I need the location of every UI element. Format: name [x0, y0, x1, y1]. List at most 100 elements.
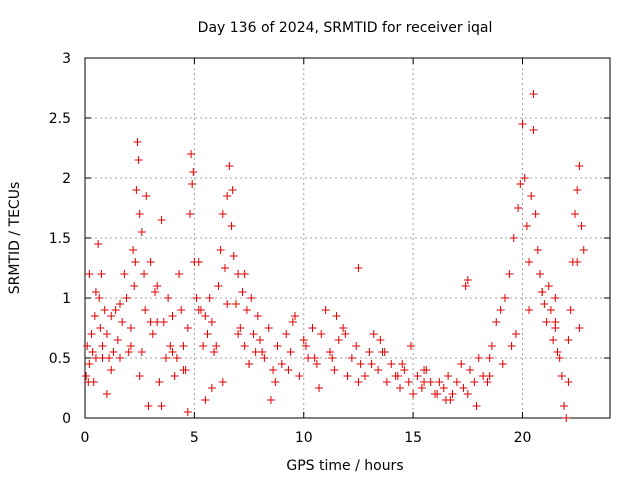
- data-point: [354, 378, 363, 386]
- data-point: [100, 306, 109, 314]
- data-point: [566, 306, 575, 314]
- data-point: [439, 384, 448, 392]
- data-point: [472, 402, 481, 410]
- data-point: [183, 408, 192, 416]
- data-point: [113, 336, 122, 344]
- data-point: [177, 306, 186, 314]
- data-point: [507, 342, 516, 350]
- data-point: [146, 258, 155, 266]
- data-point: [137, 348, 146, 356]
- data-point: [417, 384, 426, 392]
- data-point: [555, 354, 564, 362]
- data-point: [533, 246, 542, 254]
- data-point: [288, 318, 297, 326]
- data-point: [201, 312, 210, 320]
- data-point: [102, 390, 111, 398]
- data-point: [82, 372, 91, 380]
- data-point: [312, 360, 321, 368]
- data-point: [151, 288, 159, 296]
- data-point: [140, 270, 149, 278]
- data-point: [126, 342, 135, 350]
- data-point: [420, 378, 429, 386]
- data-point: [511, 330, 520, 338]
- data-point: [242, 306, 251, 314]
- data-point: [166, 342, 175, 350]
- data-point: [207, 384, 216, 392]
- data-point: [90, 312, 99, 320]
- data-point: [551, 294, 560, 302]
- data-point: [573, 258, 582, 266]
- data-point: [218, 378, 227, 386]
- data-point: [557, 372, 566, 380]
- data-point: [137, 228, 146, 236]
- data-point: [367, 360, 376, 368]
- data-point: [354, 264, 363, 272]
- data-point: [223, 300, 232, 308]
- data-point: [85, 270, 94, 278]
- x-tick-label: 10: [295, 430, 313, 446]
- data-point: [444, 372, 453, 380]
- data-point: [538, 288, 547, 296]
- data-point: [527, 192, 536, 200]
- data-point: [433, 390, 442, 398]
- data-point: [525, 258, 534, 266]
- data-point: [130, 282, 139, 290]
- data-point: [269, 366, 278, 374]
- data-point: [258, 348, 267, 356]
- data-point: [525, 306, 534, 314]
- data-point: [461, 282, 470, 290]
- data-point: [282, 330, 291, 338]
- data-point: [161, 354, 170, 362]
- data-point: [95, 294, 104, 302]
- data-point: [546, 306, 555, 314]
- data-point: [560, 402, 569, 410]
- x-tick-label: 0: [81, 430, 90, 446]
- data-point: [231, 300, 240, 308]
- data-point: [404, 378, 413, 386]
- data-point: [518, 120, 527, 128]
- data-point: [97, 270, 106, 278]
- y-tick-label: 1.5: [49, 231, 71, 247]
- data-point: [509, 234, 518, 242]
- data-point: [522, 222, 531, 230]
- data-point: [210, 348, 219, 356]
- x-axis-label: GPS time / hours: [286, 458, 403, 474]
- data-point: [107, 366, 116, 374]
- data-point: [135, 210, 144, 218]
- data-point: [396, 384, 404, 392]
- data-point: [179, 342, 188, 350]
- data-point: [87, 330, 96, 338]
- data-point: [214, 282, 223, 290]
- x-tick-label: 15: [404, 430, 422, 446]
- data-point: [315, 384, 324, 392]
- data-point: [536, 270, 544, 278]
- data-point: [549, 336, 558, 344]
- data-point: [299, 336, 308, 344]
- y-tick-label: 1: [62, 291, 71, 307]
- x-tick-label: 20: [514, 430, 532, 446]
- data-point: [253, 312, 262, 320]
- data-point: [264, 324, 273, 332]
- data-point: [406, 342, 415, 350]
- data-point: [109, 348, 118, 356]
- data-point: [170, 372, 179, 380]
- data-point: [96, 324, 105, 332]
- data-point: [531, 210, 540, 218]
- data-point: [201, 396, 210, 404]
- data-point: [148, 330, 157, 338]
- data-point: [577, 222, 586, 230]
- data-point: [369, 330, 378, 338]
- data-point: [98, 354, 107, 362]
- data-point: [236, 324, 245, 332]
- data-point: [361, 372, 369, 380]
- data-point: [376, 336, 385, 344]
- data-point: [483, 378, 492, 386]
- x-tick-label: 5: [190, 430, 199, 446]
- data-point: [463, 390, 472, 398]
- data-point: [273, 342, 282, 350]
- data-point: [334, 336, 343, 344]
- data-point: [153, 282, 162, 290]
- data-point: [175, 270, 184, 278]
- data-point: [194, 258, 203, 266]
- data-point: [485, 354, 494, 362]
